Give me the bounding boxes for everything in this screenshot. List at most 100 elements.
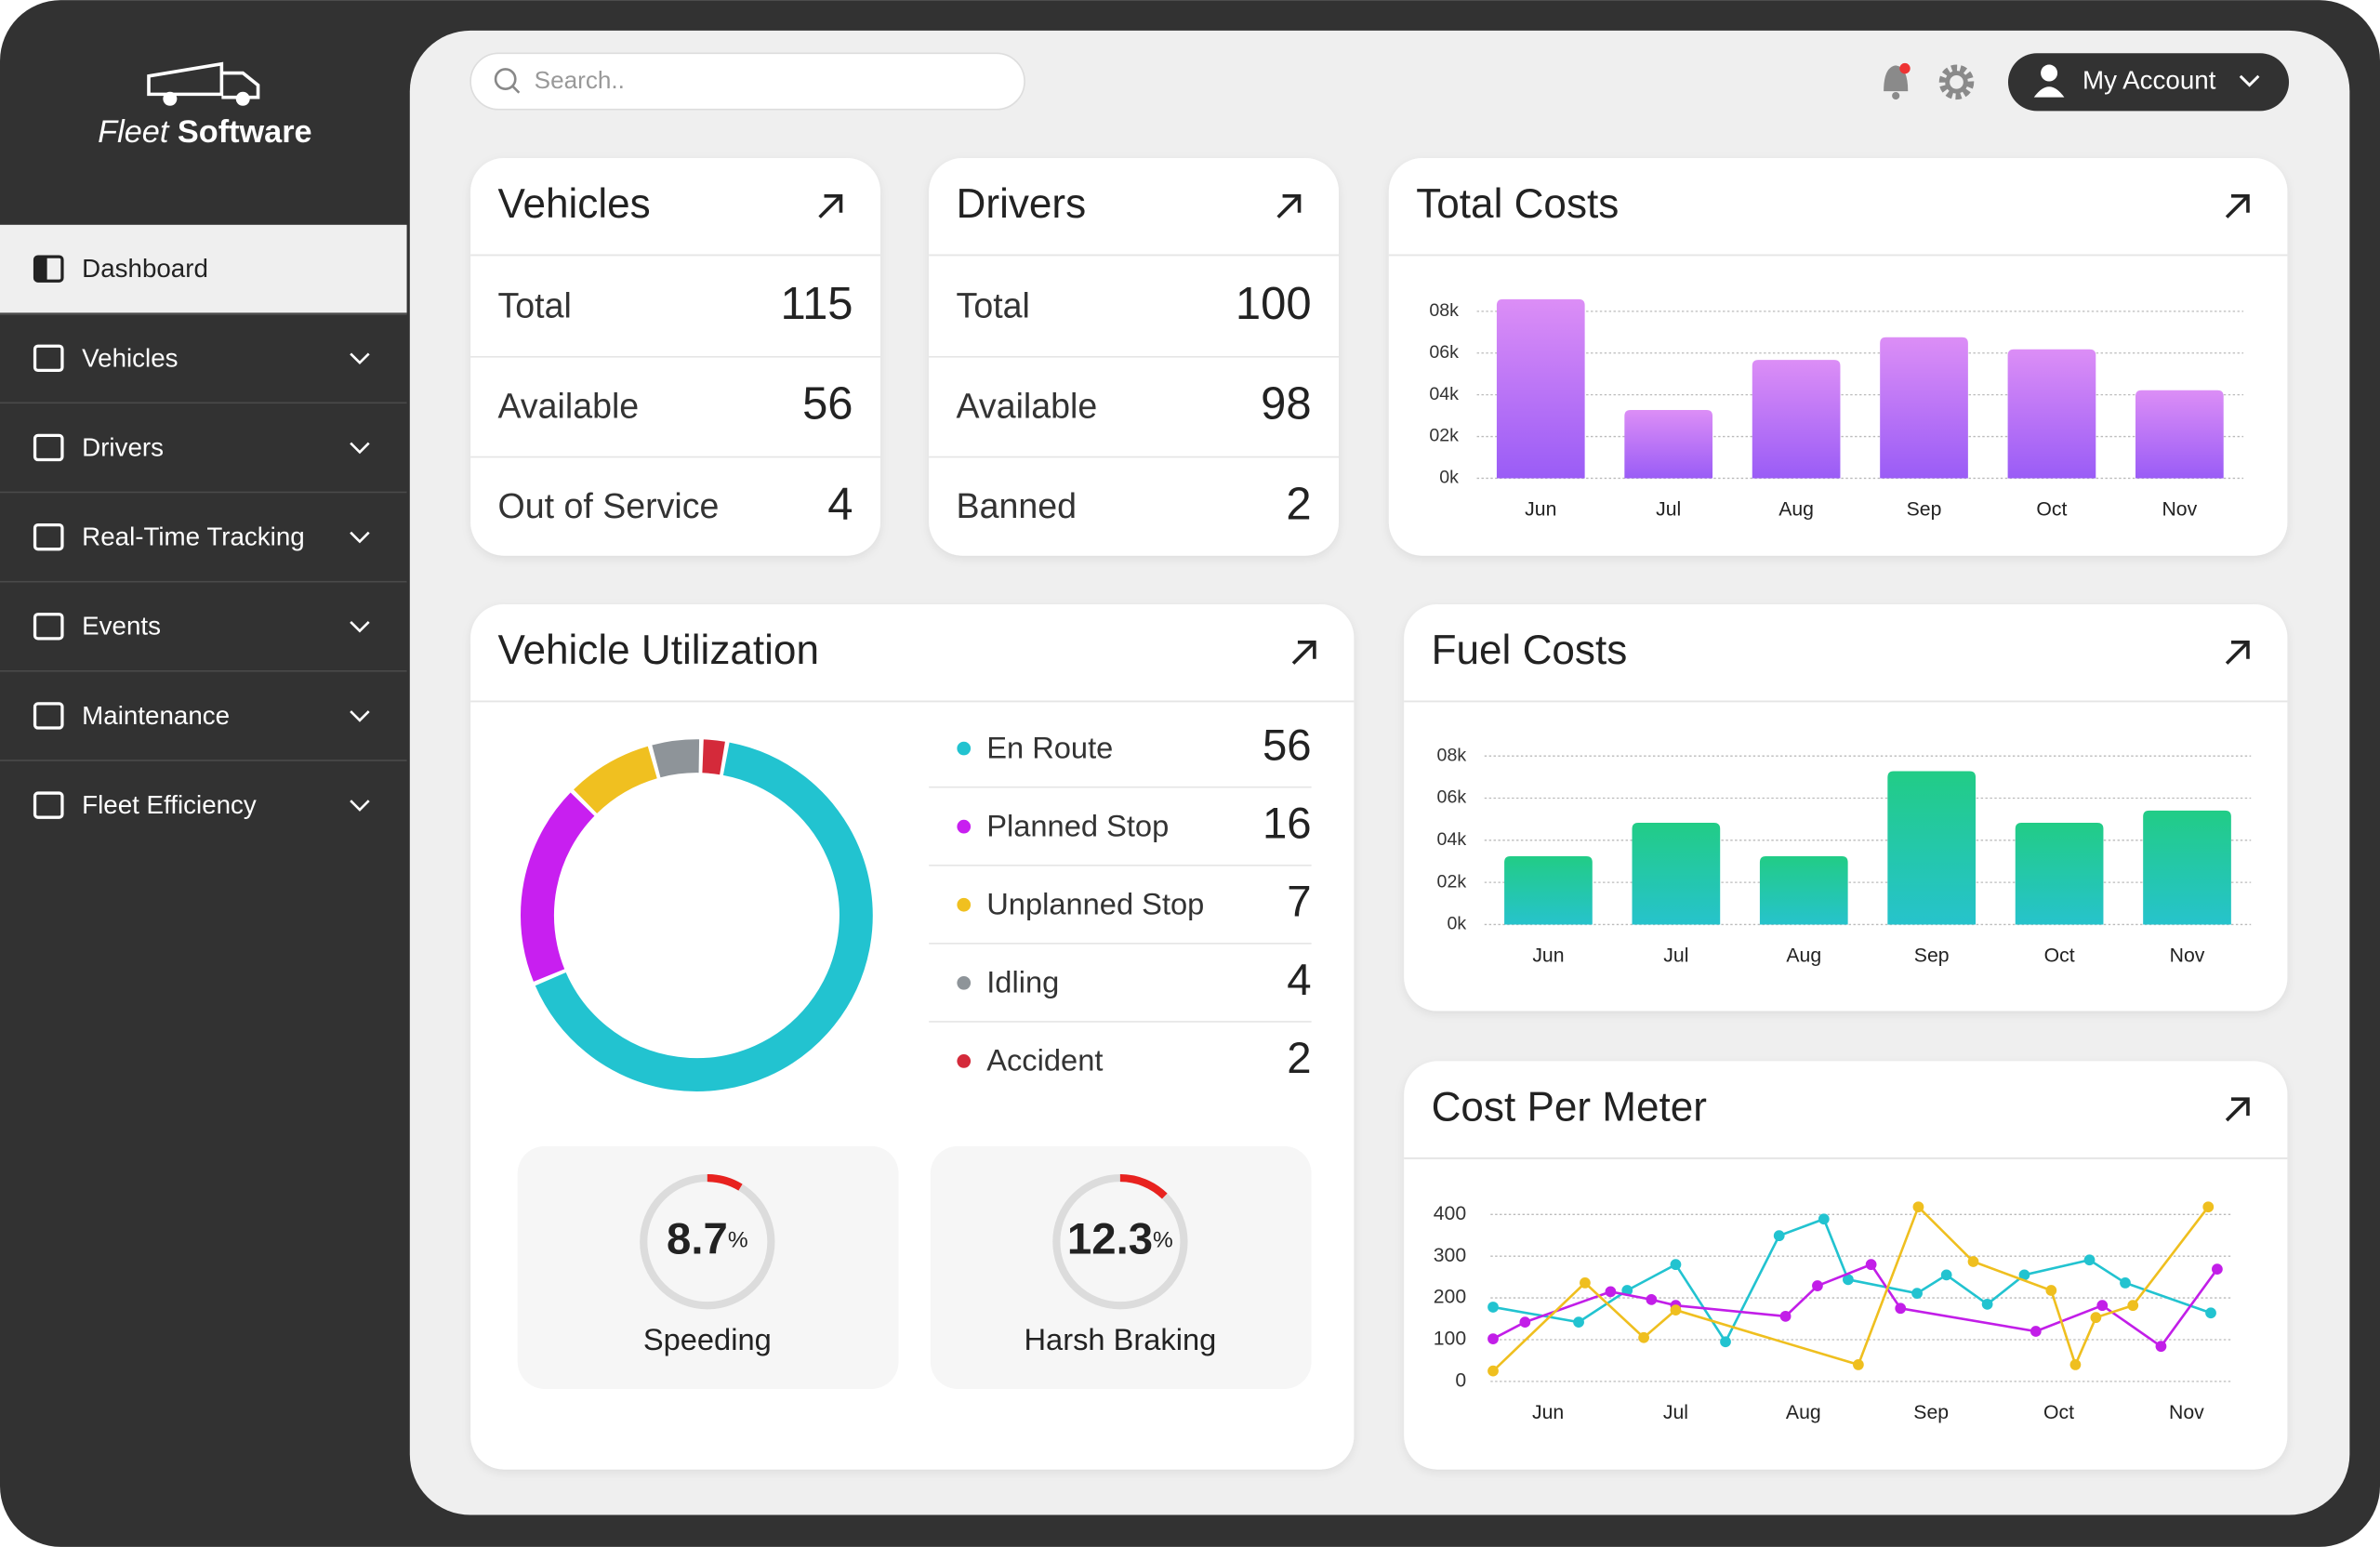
- series-point: [1981, 1298, 1993, 1310]
- series-point: [2083, 1254, 2096, 1266]
- truck-logo: [147, 61, 260, 106]
- gauge-value: 8.7%: [667, 1214, 748, 1263]
- y-tick-label: 300: [1434, 1245, 1466, 1266]
- series-point: [1646, 1294, 1658, 1305]
- bar: [1887, 771, 1977, 925]
- y-tick-label: 400: [1434, 1203, 1466, 1224]
- gauge-panel: [930, 1145, 1312, 1390]
- menu-chevron: [350, 620, 370, 633]
- menu-item[interactable]: Maintenance: [82, 701, 230, 730]
- donut-segment: [574, 746, 658, 814]
- series-point: [2127, 1300, 2139, 1312]
- series-point: [1818, 1213, 1830, 1225]
- series-point: [1911, 1288, 1923, 1300]
- stat-label: Banned: [957, 486, 1077, 525]
- menu-item[interactable]: Real-Time Tracking: [82, 522, 305, 551]
- series-point: [1488, 1365, 1499, 1377]
- series-point: [2069, 1359, 2082, 1370]
- series-point: [1638, 1331, 1649, 1343]
- legend-dot: [957, 741, 972, 756]
- menu-active-bg: [0, 224, 407, 315]
- series-point: [2212, 1263, 2223, 1275]
- stat-value: 115: [780, 279, 853, 329]
- x-tick-label: Jul: [1663, 945, 1688, 966]
- legend-value: 4: [1287, 956, 1311, 1005]
- expand-arrow-head: [2231, 640, 2250, 659]
- x-tick-label: Jul: [1663, 1402, 1688, 1423]
- bar: [1752, 360, 1841, 479]
- content: Dashboard Vehicles Drivers Real-Time Tracki…: [0, 157, 2288, 1470]
- expand-arrow[interactable]: [2225, 641, 2250, 665]
- card-title: Cost Per Meter: [1432, 1084, 1707, 1130]
- gauge-unit: %: [1153, 1228, 1173, 1253]
- y-tick-label: 0: [1455, 1369, 1466, 1391]
- expand-arrow[interactable]: [2225, 194, 2250, 218]
- bar: [2007, 349, 2096, 479]
- series-point: [1912, 1201, 1924, 1213]
- expand-arrow[interactable]: [1276, 194, 1301, 218]
- series-point: [2202, 1201, 2215, 1213]
- menu-item[interactable]: Dashboard: [82, 254, 208, 283]
- stat-value: 56: [802, 379, 853, 430]
- y-tick-label: 0k: [1439, 468, 1459, 488]
- bar: [2015, 823, 2104, 925]
- y-tick-label: 06k: [1437, 787, 1467, 808]
- bar: [1632, 823, 1721, 925]
- x-tick-label: Aug: [1786, 1402, 1821, 1423]
- menu-chevron: [350, 710, 370, 722]
- gauge-panel: [517, 1145, 899, 1390]
- account-button[interactable]: [2008, 53, 2290, 112]
- x-tick-label: Aug: [1786, 945, 1821, 966]
- series-point: [1940, 1269, 1952, 1281]
- brand: Fleet Software: [98, 114, 311, 150]
- gear-icon[interactable]: [1938, 64, 1975, 100]
- menu-item[interactable]: Drivers: [82, 432, 164, 461]
- stat-value: 2: [1286, 479, 1311, 529]
- expand-arrow[interactable]: [818, 194, 842, 218]
- series-point: [1779, 1310, 1792, 1322]
- expand-arrow[interactable]: [1291, 641, 1316, 665]
- menu-icon: [33, 791, 64, 819]
- series-point: [1773, 1230, 1785, 1242]
- x-tick-label: Sep: [1907, 498, 1942, 520]
- account-icon-body: [2033, 86, 2065, 98]
- series-point: [2090, 1312, 2102, 1324]
- stat-value: 100: [1236, 279, 1312, 329]
- series-point: [1895, 1302, 1907, 1315]
- y-tick-label: 02k: [1437, 871, 1467, 892]
- series-point: [1812, 1280, 1823, 1291]
- gauge-value: 12.3%: [1067, 1214, 1173, 1263]
- gauge-number: 8.7: [667, 1214, 728, 1263]
- expand-arrow-head: [2231, 193, 2250, 213]
- menu-item[interactable]: Fleet Efficiency: [82, 790, 257, 819]
- x-tick-label: Jun: [1525, 498, 1556, 520]
- series-point: [1488, 1302, 1499, 1313]
- y-tick-label: 04k: [1429, 384, 1459, 404]
- stat-value: 4: [827, 479, 853, 529]
- menu-item[interactable]: Events: [82, 612, 161, 641]
- series-point: [2120, 1277, 2131, 1289]
- expand-arrow[interactable]: [2225, 1097, 2250, 1122]
- donut-segment: [702, 739, 725, 775]
- donut-segment: [652, 739, 700, 778]
- gauge-arc: [707, 1174, 743, 1191]
- legend-value: 7: [1287, 878, 1311, 927]
- card-title: Vehicle Utilization: [498, 628, 819, 673]
- search-box[interactable]: [469, 52, 1025, 111]
- series-point: [2030, 1326, 2042, 1337]
- card-title: Total Costs: [1416, 181, 1619, 227]
- series-point: [1843, 1274, 1854, 1286]
- series-point: [1720, 1336, 1731, 1348]
- y-tick-label: 04k: [1437, 829, 1467, 850]
- menu-item[interactable]: Vehicles: [82, 343, 178, 372]
- series-line: [1492, 1204, 2210, 1372]
- bar: [2143, 810, 2231, 925]
- series-point: [2045, 1285, 2057, 1296]
- card: [1404, 1061, 2288, 1470]
- series-point: [1519, 1316, 1531, 1329]
- series-point: [1488, 1333, 1499, 1344]
- bar: [1504, 856, 1593, 925]
- brand-light: Fleet: [98, 114, 170, 150]
